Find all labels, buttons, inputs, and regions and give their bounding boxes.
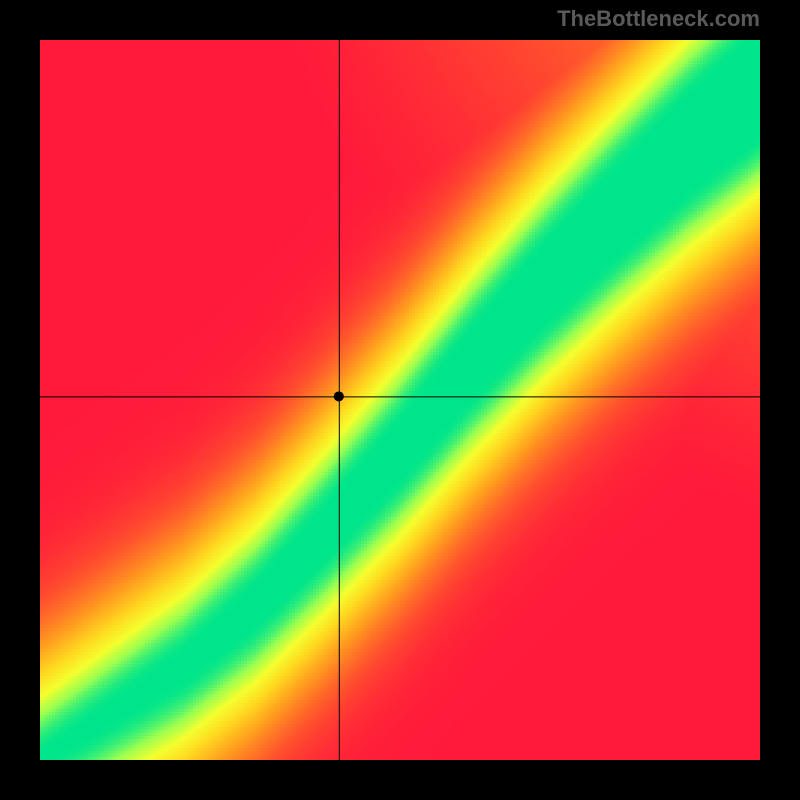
chart-container: TheBottleneck.com [0,0,800,800]
heatmap-canvas [40,40,760,760]
plot-area [40,40,760,760]
watermark-text: TheBottleneck.com [557,6,760,32]
